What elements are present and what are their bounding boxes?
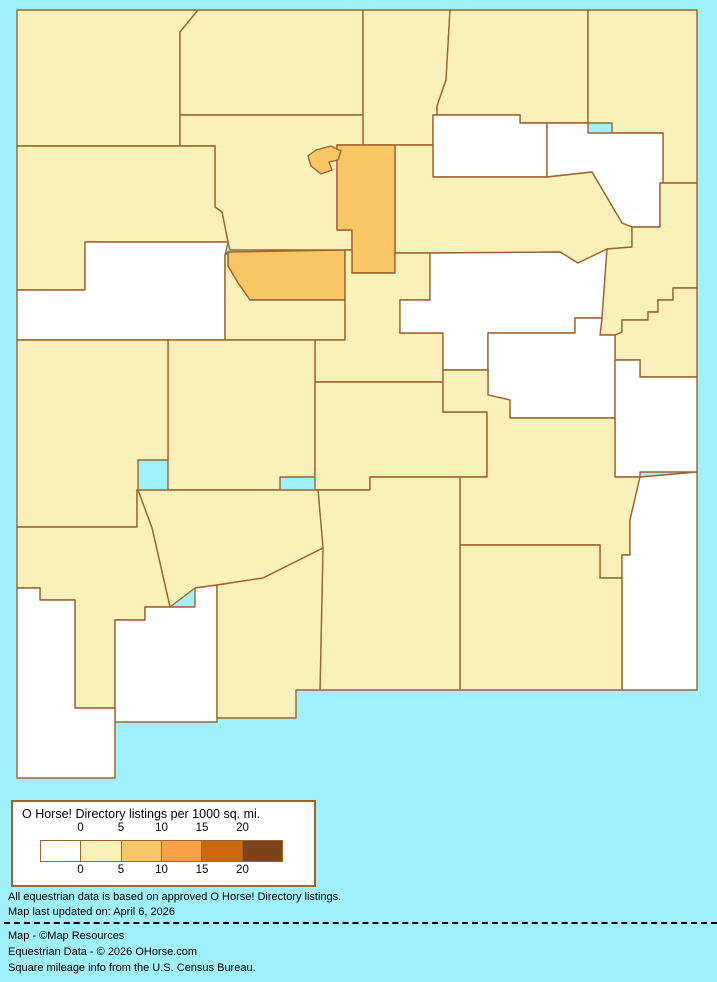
- legend-swatch: [41, 841, 82, 861]
- county-hidalgo: [16, 587, 116, 779]
- county-lea: [621, 471, 698, 691]
- legend-swatch: [161, 841, 203, 861]
- legend-tick-label: 20: [236, 864, 249, 876]
- county-los-alamos: [307, 145, 342, 175]
- legend-ramp: [40, 840, 283, 862]
- credit-line: Map - ©Map Resources: [8, 930, 125, 942]
- legend-tick-label: 5: [117, 864, 125, 876]
- legend-swatch: [242, 841, 282, 861]
- note-data-source: All equestrian data is based on approved…: [8, 891, 342, 903]
- legend-tick-label: 5: [117, 822, 125, 834]
- legend-tick-label: 10: [155, 864, 168, 876]
- legend-swatch: [121, 841, 162, 861]
- county-eddy: [459, 544, 623, 691]
- legend-ticks-top: 0 5 10 15 20: [13, 822, 314, 835]
- county-mora: [432, 114, 548, 178]
- legend: O Horse! Directory listings per 1000 sq.…: [11, 800, 316, 887]
- note-last-updated: Map last updated on: April 6, 2026: [8, 906, 175, 918]
- legend-tick-label: 20: [236, 822, 249, 834]
- county-luna: [114, 584, 218, 723]
- credit-line: Square mileage info from the U.S. Census…: [8, 962, 256, 974]
- legend-swatch: [81, 841, 122, 861]
- dashed-divider: [4, 922, 717, 924]
- county-rio-arriba: [179, 9, 364, 116]
- legend-tick-label: 15: [195, 822, 209, 834]
- county-dona-ana: [216, 547, 324, 719]
- legend-tick-label: 0: [77, 822, 84, 834]
- legend-tick-label: 15: [195, 864, 209, 876]
- county-roosevelt: [614, 359, 698, 478]
- credit-line: Equestrian Data - © 2026 OHorse.com: [8, 946, 198, 958]
- legend-swatch: [202, 841, 243, 861]
- choropleth-map: [16, 9, 698, 779]
- county-colfax: [436, 9, 589, 124]
- legend-tick-label: 10: [155, 822, 168, 834]
- legend-tick-label: 0: [77, 864, 84, 876]
- legend-title: O Horse! Directory listings per 1000 sq.…: [22, 807, 261, 821]
- county-san-juan: [16, 9, 199, 147]
- legend-ticks-bottom: 0 5 10 15 20: [13, 864, 314, 877]
- county-socorro: [167, 339, 316, 491]
- county-otero: [317, 476, 461, 691]
